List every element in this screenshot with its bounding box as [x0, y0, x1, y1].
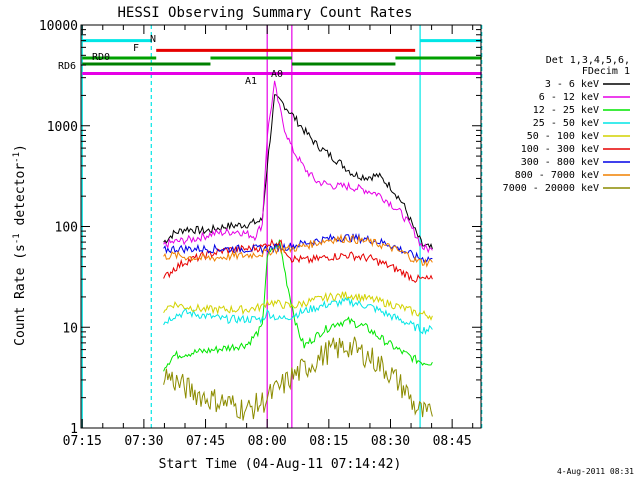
y-axis-label-sup2: -1 [12, 152, 22, 163]
series-line-1 [163, 80, 433, 254]
flag-label-a1: A1 [245, 76, 257, 87]
y-axis-label-mid: detector [13, 163, 28, 234]
x-tick-label-1: 07:30 [124, 434, 163, 449]
legend-header-0: Det 1,3,4,5,6, [546, 55, 630, 66]
flag-label-rd6: RD6 [58, 61, 76, 72]
series-line-4 [163, 291, 433, 321]
plot-frame [80, 24, 482, 429]
x-tick-label-0: 07:15 [63, 434, 102, 449]
legend-label-3: 25 - 50 keV [533, 118, 599, 129]
series-line-7 [163, 233, 433, 268]
flag-label-n: N [150, 34, 156, 45]
legend-label-6: 300 - 800 keV [521, 157, 599, 168]
flag-label-f: F [133, 43, 139, 54]
flag-label-a0: A0 [271, 69, 283, 80]
x-tick-label-4: 08:15 [309, 434, 348, 449]
y-tick-label-2: 100 [55, 221, 78, 236]
plot-area: NF RD0 RD6 A1 A0 1 10 100 1000 10000 07:15 07:30 07:… [39, 19, 483, 449]
legend-label-1: 6 - 12 keV [539, 92, 599, 103]
y-axis-label-end: ) [13, 144, 28, 152]
y-axis-label-main: Count Rate (s [13, 244, 28, 346]
x-tick-label-6: 08:45 [433, 434, 472, 449]
footer-date: 4-Aug-2011 08:31 [557, 467, 634, 476]
chart-title: HESSI Observing Summary Count Rates [117, 5, 412, 21]
series-line-2 [163, 239, 433, 372]
x-axis-label: Start Time (04-Aug-11 07:14:42) [159, 457, 402, 472]
legend-label-7: 800 - 7000 keV [515, 170, 599, 181]
legend-label-2: 12 - 25 keV [533, 105, 599, 116]
y-axis-label: Count Rate (s-1 detector-1) [12, 144, 28, 346]
legend-label-8: 7000 - 20000 keV [503, 183, 599, 194]
series-line-6 [163, 232, 433, 264]
y-tick-label-4: 10000 [39, 19, 78, 34]
series-line-0 [163, 94, 433, 250]
flag-label-rd0: RD0 [92, 52, 110, 63]
y-axis-label-sup1: -1 [12, 233, 22, 244]
legend-label-4: 50 - 100 keV [527, 131, 599, 142]
x-tick-label-5: 08:30 [371, 434, 410, 449]
series-line-5 [163, 238, 433, 284]
legend-label-5: 100 - 300 keV [521, 144, 599, 155]
legend-label-0: 3 - 6 keV [545, 79, 599, 90]
x-tick-label-2: 07:45 [186, 434, 225, 449]
x-tick-label-3: 08:00 [248, 434, 287, 449]
y-tick-label-0: 1 [70, 422, 78, 437]
series-line-3 [163, 296, 433, 336]
legend: Det 1,3,4,5,6,FDecim 1 3 - 6 keV 6 - 12 ke… [503, 55, 630, 194]
legend-header-1: FDecim 1 [582, 66, 630, 77]
y-tick-label-1: 10 [62, 321, 78, 336]
series-line-8 [163, 336, 433, 421]
y-tick-label-3: 1000 [47, 120, 78, 135]
